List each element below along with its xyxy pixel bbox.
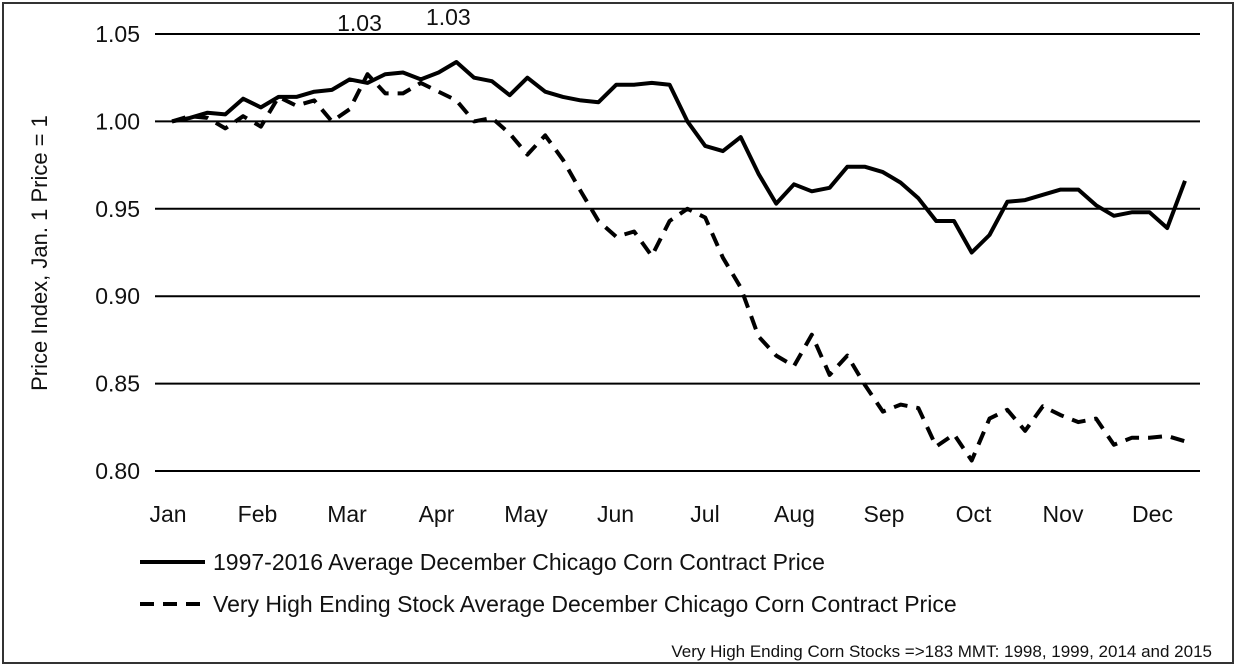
x-tick-label: Mar: [327, 501, 367, 527]
y-tick-labels: 0.80 0.85 0.90 0.95 1.00 1.05: [95, 21, 140, 484]
series-line-dashed: [171, 72, 1186, 463]
data-label: 1.03: [426, 4, 471, 30]
x-tick-label: Aug: [774, 501, 815, 527]
y-tick-label: 1.05: [95, 21, 140, 47]
y-tick-label: 0.85: [95, 371, 140, 397]
x-tick-label: Sep: [864, 501, 905, 527]
gridlines: [155, 33, 1200, 472]
y-tick-label: 0.80: [95, 458, 140, 484]
x-tick-label: Jan: [149, 501, 186, 527]
x-tick-label: Jun: [597, 501, 634, 527]
y-tick-label: 0.95: [95, 196, 140, 222]
legend-label: 1997-2016 Average December Chicago Corn …: [213, 549, 825, 575]
legend-label: Very High Ending Stock Average December …: [213, 591, 957, 617]
series-lines: [171, 60, 1187, 463]
x-tick-label: Dec: [1132, 501, 1173, 527]
x-tick-labels: Jan Feb Mar Apr May Jun Jul Aug Sep Oct Nov Dec: [149, 501, 1173, 527]
x-tick-label: Jul: [690, 501, 719, 527]
x-tick-label: Feb: [238, 501, 278, 527]
y-axis-label: Price Index, Jan. 1 Price = 1: [27, 115, 52, 391]
x-tick-label: May: [504, 501, 548, 527]
footnote: Very High Ending Corn Stocks =>183 MMT: …: [671, 642, 1212, 661]
y-tick-label: 1.00: [95, 108, 140, 134]
y-tick-label: 0.90: [95, 283, 140, 309]
x-tick-label: Apr: [419, 501, 455, 527]
x-tick-label: Nov: [1043, 501, 1084, 527]
x-tick-label: Oct: [956, 501, 992, 527]
legend: 1997-2016 Average December Chicago Corn …: [140, 549, 957, 617]
annotations: 1.03 1.03: [337, 4, 471, 36]
series-line-solid: [171, 60, 1187, 255]
data-label: 1.03: [337, 10, 382, 36]
